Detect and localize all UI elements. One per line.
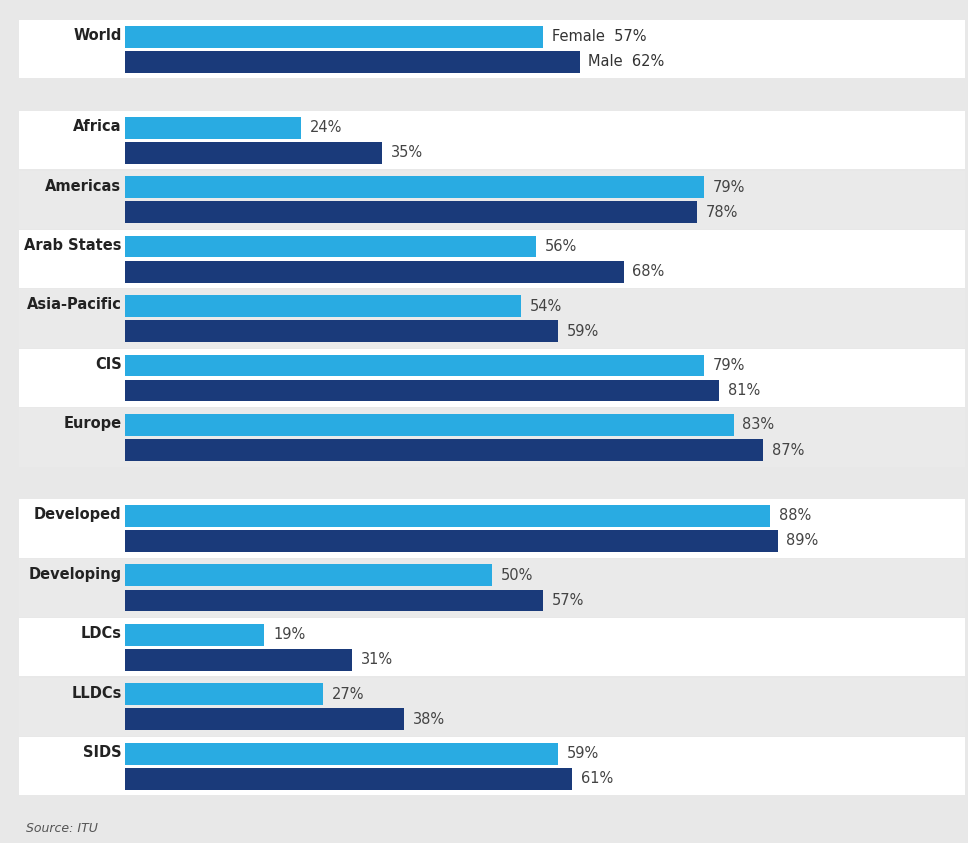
Bar (125, 565, 492, 586)
Bar (125, 320, 558, 342)
Bar (125, 589, 543, 611)
Text: 24%: 24% (310, 121, 343, 135)
Text: 61%: 61% (581, 771, 614, 787)
Text: 38%: 38% (412, 711, 444, 727)
Bar (125, 414, 734, 436)
Text: 81%: 81% (728, 383, 760, 398)
Text: Arab States: Arab States (24, 238, 122, 253)
Text: 50%: 50% (500, 568, 533, 583)
Bar (19, 559, 964, 617)
Bar (19, 408, 964, 467)
Text: 68%: 68% (632, 264, 665, 279)
Text: LDCs: LDCs (80, 626, 122, 642)
Text: Developing: Developing (28, 566, 122, 582)
Text: Americas: Americas (45, 179, 122, 194)
Bar (19, 737, 964, 796)
Bar (19, 170, 964, 228)
Text: Asia-Pacific: Asia-Pacific (27, 298, 122, 313)
Bar (125, 260, 623, 282)
Bar (125, 624, 264, 646)
Bar (125, 176, 705, 198)
Bar (125, 530, 777, 552)
Text: 56%: 56% (545, 239, 577, 254)
Bar (125, 439, 763, 461)
Bar (125, 649, 352, 671)
Bar (19, 20, 964, 78)
Text: 88%: 88% (779, 508, 811, 524)
Bar (19, 289, 964, 348)
Bar (125, 708, 404, 730)
Bar (125, 26, 543, 47)
Text: Developed: Developed (34, 507, 122, 523)
Bar (125, 379, 719, 401)
Text: 79%: 79% (713, 180, 745, 195)
Bar (125, 768, 572, 790)
Text: Female  57%: Female 57% (552, 30, 647, 44)
Text: 19%: 19% (273, 627, 306, 642)
Bar (19, 678, 964, 736)
Text: Europe: Europe (63, 416, 122, 432)
Text: 57%: 57% (552, 593, 585, 608)
Bar (19, 349, 964, 407)
Text: 59%: 59% (566, 746, 599, 761)
Text: 79%: 79% (713, 358, 745, 373)
Text: 54%: 54% (529, 298, 562, 314)
Text: LLDCs: LLDCs (71, 685, 122, 701)
Text: 89%: 89% (786, 534, 819, 549)
Bar (19, 230, 964, 288)
Text: 87%: 87% (771, 443, 804, 458)
Text: 35%: 35% (390, 145, 423, 160)
Text: 78%: 78% (706, 205, 739, 220)
Bar (125, 684, 323, 705)
Text: 83%: 83% (742, 417, 774, 432)
Text: Male  62%: Male 62% (589, 55, 665, 69)
Text: 27%: 27% (332, 687, 364, 701)
Text: World: World (74, 28, 122, 43)
Text: Source: ITU: Source: ITU (26, 822, 98, 835)
Bar (19, 499, 964, 557)
Bar (125, 236, 535, 257)
Text: Africa: Africa (73, 119, 122, 134)
Text: 31%: 31% (361, 652, 393, 668)
Bar (125, 142, 381, 164)
Bar (125, 201, 697, 223)
Bar (125, 743, 558, 765)
Text: CIS: CIS (95, 357, 122, 372)
Bar (19, 618, 964, 676)
Bar (125, 51, 580, 72)
Bar (125, 295, 521, 317)
Bar (125, 355, 705, 376)
Bar (125, 117, 301, 138)
Bar (125, 505, 771, 527)
Text: SIDS: SIDS (83, 745, 122, 760)
Bar (19, 111, 964, 169)
Text: 59%: 59% (566, 324, 599, 339)
